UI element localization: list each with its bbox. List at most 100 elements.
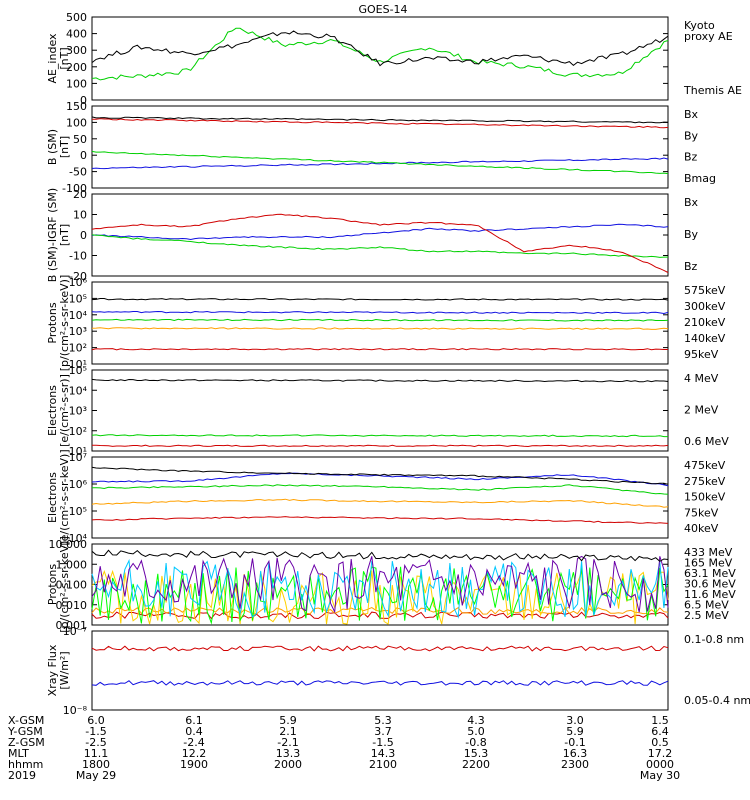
legend-entry: 40keV bbox=[684, 522, 719, 535]
legend-entry: Bz bbox=[684, 151, 698, 164]
legend-entry: Bmag bbox=[684, 172, 716, 185]
y-axis-label: [W/m²] bbox=[58, 651, 71, 689]
axis-row-value: 3.7 bbox=[374, 725, 392, 738]
axis-row-label: Y-GSM bbox=[7, 725, 43, 738]
y-tick-label: 10¹ bbox=[69, 358, 87, 371]
panel-3: 20 10 0 -10 -20 B (SM)-IGRF (SM) [nT] Bx By Bz bbox=[46, 188, 699, 283]
y-tick-label: 10⁷ bbox=[69, 451, 87, 464]
axis-row-value: -1.5 bbox=[372, 736, 393, 749]
y-tick-label: 10⁻⁷ bbox=[63, 625, 87, 638]
y-axis-label: [e/(cm²-s-sr-keV)] bbox=[58, 449, 71, 545]
legend-entry: 75keV bbox=[684, 506, 719, 519]
y-axis-label: Xray Flux bbox=[46, 644, 59, 696]
axis-row-value: -0.8 bbox=[465, 736, 486, 749]
axis-row-value: 0.5 bbox=[651, 736, 669, 749]
y-tick-label: 10² bbox=[69, 342, 87, 355]
legend-entry: 11.6 MeV bbox=[684, 588, 736, 601]
series-line bbox=[91, 645, 669, 652]
axis-row-value: 2300 bbox=[561, 758, 589, 771]
axis-row-value: 11.1 bbox=[84, 747, 109, 760]
axis-row-value: 0000 bbox=[646, 758, 674, 771]
y-tick-label: 10⁻⁸ bbox=[63, 704, 88, 717]
legend-entry: 0.1-0.8 nm bbox=[684, 633, 744, 646]
axis-row-value: May 30 bbox=[640, 769, 680, 782]
legend-entry: 475keV bbox=[684, 459, 726, 472]
y-tick-label: 20 bbox=[73, 188, 87, 201]
y-tick-label: -20 bbox=[69, 270, 87, 283]
axis-row-value: 5.9 bbox=[279, 714, 297, 727]
axis-row-value: 17.2 bbox=[648, 747, 673, 760]
axis-row-value: 0.4 bbox=[185, 725, 203, 738]
plot-title: GOES-14 bbox=[358, 3, 407, 16]
legend-entry: 275keV bbox=[684, 475, 726, 488]
axis-row-value: 6.0 bbox=[87, 714, 105, 727]
legend-entry: Bx bbox=[684, 196, 699, 209]
y-tick-label: 0.010 bbox=[56, 599, 88, 612]
axis-row-value: -2.4 bbox=[183, 736, 204, 749]
legend-entry: 4 MeV bbox=[684, 372, 719, 385]
series-line bbox=[91, 444, 669, 448]
y-tick-label: 10⁵ bbox=[69, 292, 87, 305]
legend-entry: 300keV bbox=[684, 300, 726, 313]
time-axis-table: X-GSM 6.0 6.1 5.9 5.3 4.3 3.0 1.5 Y-GSM -1.5 0.4 2.… bbox=[7, 714, 680, 782]
y-tick-label: 1.000 bbox=[56, 558, 88, 571]
y-axis-label: B (SM)-IGRF (SM) bbox=[46, 188, 59, 282]
axis-row-value: 1900 bbox=[180, 758, 208, 771]
legend-entry: 6.5 MeV bbox=[684, 599, 729, 612]
legend-entry: 0.05-0.4 nm bbox=[684, 694, 750, 707]
legend-entry: Themis AE bbox=[683, 84, 742, 97]
y-axis-label: [nT] bbox=[58, 47, 71, 69]
series-line bbox=[91, 434, 668, 438]
y-tick-label: 10³ bbox=[69, 325, 87, 338]
series-line bbox=[91, 310, 669, 315]
panel-5: 10⁵ 10⁴ 10³ 10² 10¹ Electrons [e/(cm²-s-sr)] 4 … bbox=[46, 364, 729, 458]
y-tick-label: -50 bbox=[69, 166, 87, 179]
y-tick-label: 10⁴ bbox=[69, 532, 88, 545]
panel-frame bbox=[91, 630, 669, 711]
legend-entry: Bx bbox=[684, 108, 699, 121]
series-line bbox=[91, 606, 669, 615]
y-tick-label: 10 bbox=[73, 209, 87, 222]
axis-row-value: May 29 bbox=[76, 769, 116, 782]
legend-entry: 2 MeV bbox=[684, 404, 719, 417]
series-line bbox=[91, 549, 669, 562]
y-tick-label: 10¹ bbox=[69, 445, 87, 458]
axis-row-value: 4.3 bbox=[467, 714, 485, 727]
y-tick-label: 10⁶ bbox=[69, 276, 88, 289]
y-tick-label: 10⁵ bbox=[69, 505, 87, 518]
axis-row-value: 2200 bbox=[462, 758, 490, 771]
y-axis-label: B (SM) bbox=[46, 129, 59, 165]
series-line bbox=[91, 680, 669, 686]
series-line bbox=[91, 555, 669, 614]
axis-row-value: 1800 bbox=[82, 758, 110, 771]
y-axis-label: AE_index bbox=[46, 33, 59, 84]
legend-entry: 165 MeV bbox=[684, 557, 733, 570]
y-tick-label: 400 bbox=[66, 28, 87, 41]
series-line bbox=[91, 298, 669, 301]
y-tick-label: -10 bbox=[69, 250, 87, 263]
y-tick-label: 150 bbox=[66, 100, 87, 113]
legend-entry: Bz bbox=[684, 260, 698, 273]
series-line bbox=[91, 150, 669, 175]
legend-entry: 0.6 MeV bbox=[684, 435, 729, 448]
axis-row-value: -2.1 bbox=[277, 736, 298, 749]
panel-frame bbox=[91, 281, 669, 365]
panel-frame bbox=[91, 456, 669, 539]
axis-row-value: -2.5 bbox=[85, 736, 106, 749]
axis-row-value: 6.4 bbox=[651, 725, 669, 738]
series-line bbox=[91, 318, 669, 322]
axis-row-value: 12.2 bbox=[182, 747, 207, 760]
y-tick-label: -100 bbox=[62, 182, 87, 195]
panel-6: 10⁷ 10⁶ 10⁵ 10⁴ Electrons [e/(cm²-s-sr-keV)] 4… bbox=[46, 449, 726, 545]
series-line bbox=[91, 213, 669, 273]
y-tick-label: 10³ bbox=[69, 405, 87, 418]
legend-entry: 575keV bbox=[684, 284, 726, 297]
panel-1: 500 400 300 200 100 0 AE_index [nT] Kyoto proxy A… bbox=[46, 11, 742, 107]
axis-row-value: 5.3 bbox=[374, 714, 392, 727]
y-tick-label: 100 bbox=[66, 116, 87, 129]
axis-row-label: Z-GSM bbox=[8, 736, 45, 749]
axis-row-value: 13.3 bbox=[276, 747, 301, 760]
series-line bbox=[91, 30, 669, 67]
panel-frame bbox=[91, 16, 669, 101]
